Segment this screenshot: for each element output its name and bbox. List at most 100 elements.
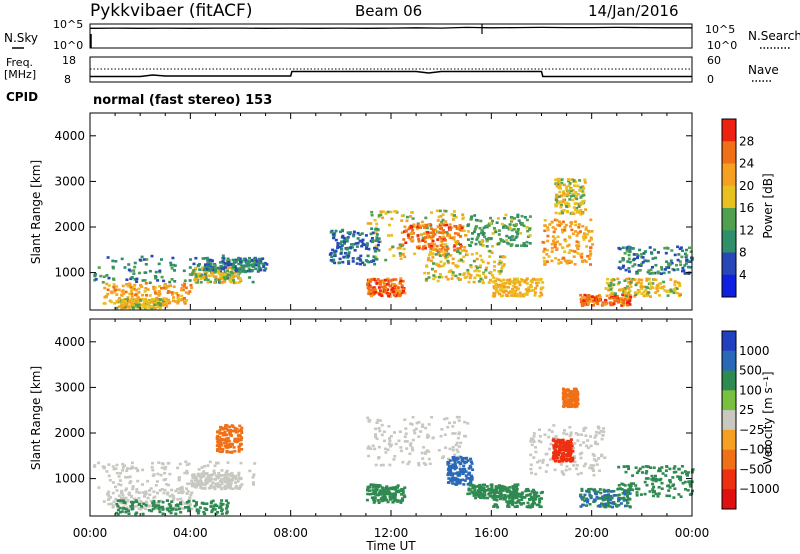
data-cell bbox=[584, 434, 588, 437]
data-cell bbox=[645, 470, 649, 473]
data-cell bbox=[141, 279, 145, 282]
data-cell bbox=[511, 501, 515, 505]
data-cell bbox=[400, 285, 404, 289]
data-cell bbox=[633, 278, 637, 281]
data-cell bbox=[377, 456, 381, 459]
data-cell bbox=[212, 485, 216, 489]
data-cell bbox=[542, 260, 546, 263]
data-cell bbox=[374, 244, 378, 248]
data-cell bbox=[535, 284, 539, 287]
data-cell bbox=[623, 484, 627, 487]
data-cell bbox=[373, 287, 377, 291]
data-cell bbox=[610, 291, 614, 295]
data-cell bbox=[163, 298, 167, 301]
data-cell bbox=[530, 490, 534, 493]
data-cell bbox=[420, 220, 424, 224]
data-cell bbox=[637, 290, 641, 293]
data-cell bbox=[388, 445, 392, 448]
data-cell bbox=[497, 233, 501, 236]
data-cell bbox=[673, 487, 677, 490]
data-cell bbox=[109, 496, 112, 499]
data-cell bbox=[594, 440, 598, 444]
data-cell bbox=[584, 260, 588, 263]
data-cell bbox=[647, 291, 651, 294]
data-cell bbox=[352, 243, 356, 246]
data-cell bbox=[572, 390, 576, 394]
x-tick-label: 12:00 bbox=[374, 526, 409, 540]
data-cell bbox=[665, 465, 669, 469]
data-cell bbox=[155, 296, 159, 300]
data-cell bbox=[373, 447, 377, 451]
data-cell bbox=[127, 300, 131, 303]
data-cell bbox=[513, 224, 517, 228]
data-cell bbox=[466, 230, 470, 233]
data-cell bbox=[618, 288, 621, 292]
data-cell bbox=[246, 269, 250, 273]
data-cell bbox=[336, 246, 340, 250]
data-cell bbox=[470, 215, 474, 218]
data-cell bbox=[193, 504, 197, 508]
data-cell bbox=[489, 221, 493, 225]
data-cell bbox=[425, 279, 428, 282]
data-cell bbox=[122, 496, 126, 500]
data-cell bbox=[115, 471, 119, 475]
data-cell bbox=[646, 477, 650, 480]
data-cell bbox=[673, 253, 677, 257]
data-cell bbox=[365, 242, 369, 245]
data-cell bbox=[203, 268, 206, 272]
data-cell bbox=[200, 273, 204, 277]
data-cell bbox=[404, 432, 408, 435]
data-cell bbox=[457, 415, 461, 419]
data-cell bbox=[618, 247, 622, 251]
data-cell bbox=[444, 275, 448, 279]
data-cell bbox=[407, 227, 411, 231]
data-cell bbox=[557, 201, 561, 205]
data-cell bbox=[592, 298, 596, 301]
data-cell bbox=[390, 234, 394, 237]
data-cell bbox=[180, 288, 184, 292]
data-cell bbox=[400, 231, 404, 234]
data-cell bbox=[197, 468, 201, 471]
data-cell bbox=[369, 292, 373, 295]
data-cell bbox=[500, 294, 504, 297]
data-cell bbox=[215, 461, 218, 465]
data-cell bbox=[356, 237, 360, 240]
data-cell bbox=[190, 479, 194, 483]
data-cell bbox=[535, 503, 539, 507]
data-cell bbox=[663, 246, 667, 250]
data-cell bbox=[203, 472, 207, 476]
data-cell bbox=[507, 494, 511, 497]
data-cell bbox=[461, 459, 464, 463]
data-cell bbox=[528, 242, 532, 245]
data-cell bbox=[372, 498, 375, 501]
data-cell bbox=[387, 294, 391, 298]
data-cell bbox=[206, 281, 210, 284]
data-cell bbox=[415, 421, 419, 425]
data-cell bbox=[575, 396, 579, 400]
data-cell bbox=[378, 283, 382, 286]
data-cell bbox=[106, 498, 110, 501]
data-cell bbox=[555, 456, 559, 460]
data-cell bbox=[550, 250, 554, 253]
data-cell bbox=[512, 291, 516, 294]
data-cell bbox=[378, 429, 382, 433]
data-cell bbox=[459, 441, 463, 445]
data-cell bbox=[117, 483, 121, 486]
data-cell bbox=[451, 463, 455, 467]
data-cell bbox=[165, 285, 169, 289]
data-cell bbox=[136, 468, 140, 472]
data-cell bbox=[226, 501, 230, 505]
colorbar-segment bbox=[722, 230, 736, 253]
data-cell bbox=[477, 489, 481, 492]
data-cell bbox=[380, 492, 384, 495]
data-cell bbox=[439, 215, 443, 218]
data-cell bbox=[126, 296, 130, 299]
data-cell bbox=[390, 217, 394, 221]
data-cell bbox=[401, 279, 405, 283]
data-cell bbox=[634, 466, 638, 469]
data-cell bbox=[446, 481, 450, 484]
y-tick-label: 4000 bbox=[54, 335, 85, 349]
data-cell bbox=[382, 498, 386, 502]
data-cell bbox=[216, 271, 220, 274]
data-cell bbox=[375, 485, 379, 488]
